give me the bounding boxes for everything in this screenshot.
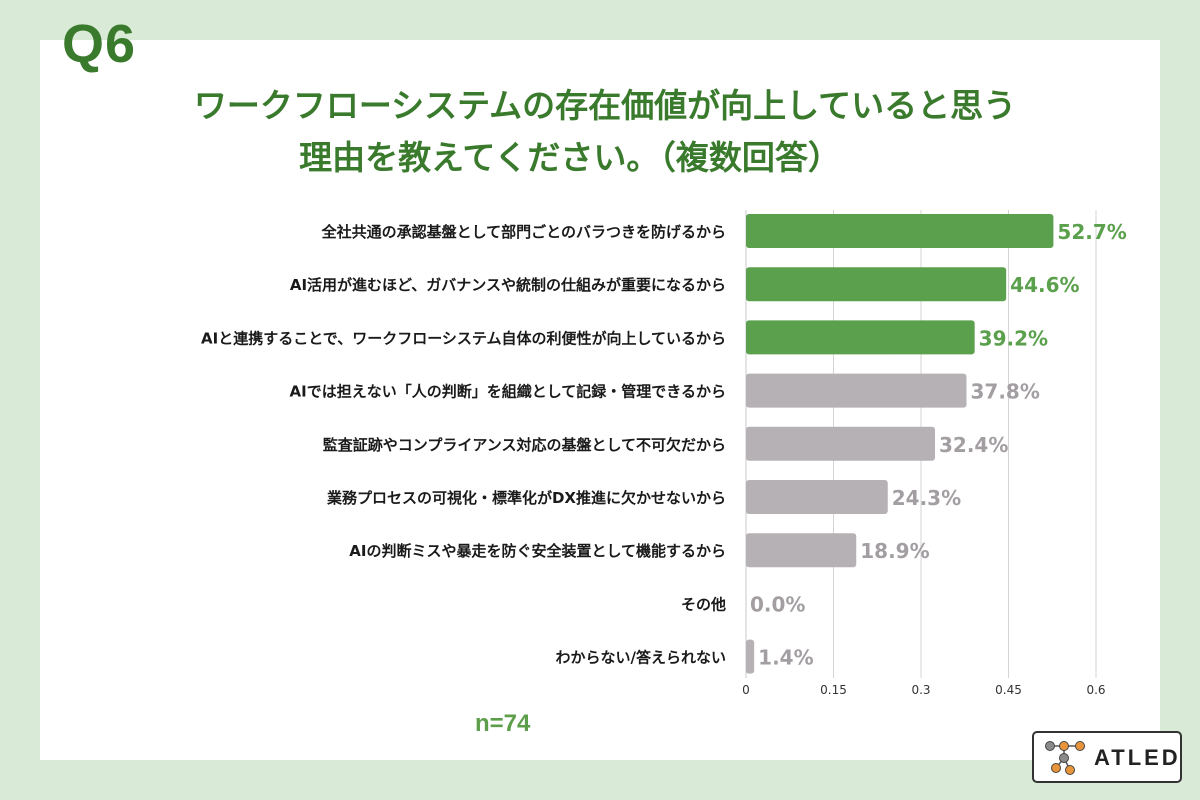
- value-label: 44.6%: [1010, 273, 1079, 297]
- value-label: 39.2%: [979, 326, 1048, 350]
- category-label: 業務プロセスの可視化・標準化がDX推進に欠かせないから: [326, 489, 726, 507]
- value-label: 32.4%: [939, 433, 1008, 457]
- sample-size-label: n=74: [475, 710, 531, 737]
- bar: [746, 214, 1054, 248]
- category-label: AI活用が進むほど、ガバナンスや統制の仕組みが重要になるから: [290, 276, 726, 294]
- x-tick-label: 0.3: [911, 683, 930, 697]
- category-label: その他: [681, 595, 726, 613]
- question-number: Q6: [62, 14, 137, 74]
- category-label: AIと連携することで、ワークフローシステム自体の利便性が向上しているから: [201, 329, 726, 347]
- category-label: AIの判断ミスや暴走を防ぐ安全装置として機能するから: [349, 542, 726, 560]
- logo-network-icon: [1045, 741, 1085, 775]
- bar: [746, 533, 857, 568]
- x-tick-label: 0: [742, 683, 750, 697]
- value-label: 37.8%: [971, 380, 1040, 404]
- logo-node: [1075, 741, 1085, 751]
- x-tick-label: 0.15: [820, 683, 847, 697]
- category-label: 監査証跡やコンプライアンス対応の基盤として不可欠だから: [323, 436, 726, 454]
- chart-title: ワークフローシステムの存在価値が向上していると思う 理由を教えてください。（複数…: [0, 80, 1200, 184]
- category-label: AIでは担えない「人の判断」を組織として記録・管理できるから: [290, 383, 726, 401]
- value-label: 18.9%: [860, 539, 929, 563]
- title-line-1: ワークフローシステムの存在価値が向上していると思う: [193, 86, 1017, 125]
- value-label: 1.4%: [758, 646, 813, 670]
- category-label: わからない/答えられない: [556, 649, 726, 667]
- content-card: [40, 40, 1160, 760]
- bar: [746, 426, 935, 461]
- atled-logo: ATLED: [1032, 731, 1182, 783]
- bar: [746, 480, 888, 514]
- bar: [746, 320, 975, 355]
- logo-node: [1065, 765, 1075, 775]
- value-label: 52.7%: [1057, 220, 1126, 244]
- logo-node: [1045, 741, 1055, 751]
- logo-node: [1051, 763, 1061, 773]
- logo-node: [1059, 741, 1069, 751]
- title-line-2: 理由を教えてください。（複数回答）: [299, 138, 841, 177]
- logo-text: ATLED: [1094, 745, 1181, 770]
- category-label: 全社共通の承認基盤として部門ごとのバラつきを防げるから: [321, 223, 726, 241]
- value-label: 24.3%: [892, 486, 961, 510]
- x-tick-label: 0.45: [995, 683, 1022, 697]
- bar: [746, 373, 967, 408]
- bar: [746, 639, 755, 674]
- x-tick-label: 0.6: [1086, 683, 1105, 697]
- bar: [746, 267, 1007, 302]
- value-label: 0.0%: [750, 592, 805, 616]
- logo-node: [1059, 753, 1069, 763]
